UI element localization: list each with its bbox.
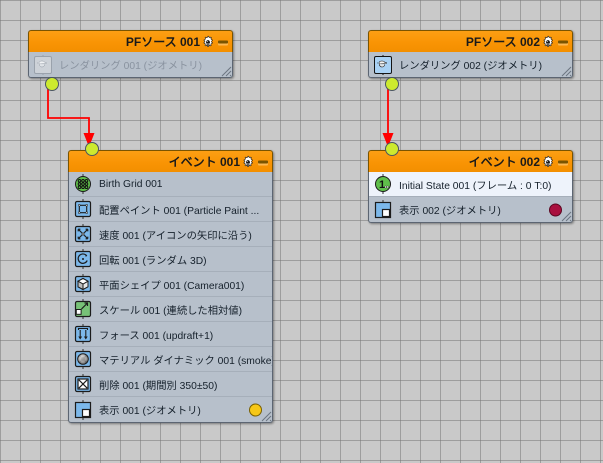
svg-text:1: 1 bbox=[379, 179, 385, 191]
